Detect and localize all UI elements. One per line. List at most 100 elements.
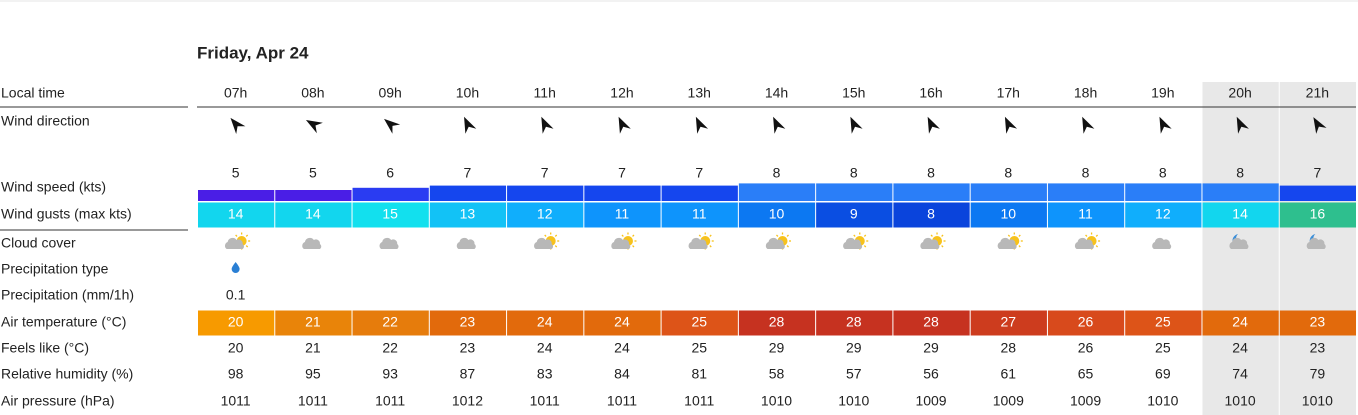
wind-speed-value: 6: [386, 165, 394, 181]
air-temperature-cell: [429, 310, 507, 336]
air-temperature: 23: [460, 314, 476, 330]
pressure: 1011: [221, 393, 251, 409]
feels-like: 25: [1155, 340, 1171, 356]
cloud-icon: [224, 232, 251, 250]
air-temperature-cell: [275, 310, 352, 336]
cloud: [920, 237, 940, 249]
cloud-icon: [765, 232, 791, 250]
air-temperature: 28: [846, 314, 862, 330]
pressure: 1010: [761, 393, 792, 409]
wind-speed-value: 5: [232, 165, 240, 181]
wind-arrow: [850, 116, 863, 134]
cloud: [224, 237, 244, 249]
sun-ray: [621, 234, 624, 237]
wind-arrow: [1236, 116, 1249, 134]
pressure: 1010: [1147, 393, 1178, 409]
humidity: 95: [305, 366, 321, 382]
humidity: 65: [1078, 366, 1094, 382]
row-label: Relative humidity (%): [1, 366, 133, 382]
sun-ray: [245, 234, 249, 237]
wind-speed-value: 8: [1236, 165, 1244, 181]
sun-ray: [930, 234, 933, 237]
pressure: 1011: [298, 393, 328, 409]
wind-speed-value: 7: [464, 165, 472, 181]
feels-like: 23: [460, 340, 476, 356]
wind-gust: 14: [305, 206, 321, 222]
air-temperature: 24: [537, 314, 553, 330]
air-temperature: 24: [1232, 314, 1248, 330]
sun-ray: [941, 234, 944, 237]
cloud-icon: [1074, 232, 1101, 250]
feels-like: 29: [769, 340, 785, 356]
wind-speed-value: 8: [1004, 165, 1012, 181]
sun-ray: [941, 245, 944, 248]
wind-speed-bar: [584, 185, 661, 201]
wind-speed-bar: [1125, 183, 1202, 201]
air-temperature: 27: [1001, 314, 1017, 330]
wind-arrow: [927, 116, 940, 134]
wind-speed-value: 5: [309, 165, 317, 181]
hour-label: 20h: [1228, 85, 1251, 101]
cloud-icon: [688, 232, 714, 250]
hour-label: 19h: [1151, 85, 1174, 101]
hour-label: 08h: [301, 85, 324, 101]
wind-speed-bar: [1202, 183, 1279, 201]
cloud: [843, 237, 863, 249]
air-temperature-cell: [893, 310, 970, 336]
air-temperature-cell: [661, 310, 738, 336]
cloud-icon: [302, 237, 322, 249]
air-temperature-cell: [1279, 310, 1356, 336]
wind-speed-bar: [893, 183, 970, 201]
cloud: [1152, 237, 1172, 249]
cloud: [1074, 237, 1094, 249]
row-label: Wind speed (kts): [1, 179, 106, 195]
cloud-icon: [456, 237, 476, 249]
air-temperature: 28: [923, 314, 939, 330]
wind-speed-value: 7: [618, 165, 626, 181]
hour-label: 13h: [688, 85, 711, 101]
pressure: 1010: [1302, 393, 1333, 409]
wind-gust: 15: [382, 206, 398, 222]
feels-like: 29: [846, 340, 862, 356]
wind-speed-bar: [970, 183, 1047, 201]
pressure: 1011: [684, 393, 714, 409]
humidity: 81: [691, 366, 707, 382]
cloud: [379, 237, 399, 249]
sun-ray: [786, 234, 789, 237]
wind-gust-cell: [893, 202, 970, 228]
wind-gust: 13: [460, 206, 476, 222]
wind-arrow: [464, 116, 477, 134]
cloud: [611, 237, 631, 249]
wind-arrow: [230, 117, 246, 134]
pressure: 1011: [530, 393, 560, 409]
wind-gust: 10: [1001, 206, 1017, 222]
pressure: 1012: [452, 393, 483, 409]
cloud-icon: [1152, 237, 1172, 249]
humidity: 83: [537, 366, 553, 382]
sun-ray: [709, 234, 712, 237]
sun-ray: [245, 245, 249, 248]
cloud-icon: [920, 232, 946, 250]
air-temperature-cell: [738, 310, 816, 336]
feels-like: 26: [1078, 340, 1094, 356]
pressure: 1009: [915, 393, 946, 409]
feels-like: 29: [923, 340, 939, 356]
wind-gust-cell: [429, 202, 507, 228]
air-temperature-cell: [1202, 310, 1279, 336]
wind-gust-cell: [738, 202, 816, 228]
humidity: 84: [614, 366, 630, 382]
row-label: Precipitation (mm/1h): [1, 287, 134, 303]
humidity: 56: [923, 366, 939, 382]
hour-label: 14h: [765, 85, 788, 101]
wind-speed-bar: [1047, 183, 1125, 201]
wind-speed-value: 8: [850, 165, 858, 181]
wind-arrow: [384, 118, 401, 134]
sun-ray: [1085, 234, 1088, 237]
wind-speed-bar: [661, 185, 738, 201]
cloud-icon: [611, 232, 637, 250]
wind-speed-bar: [507, 185, 584, 201]
air-temperature-cell: [1125, 310, 1202, 336]
cloud: [302, 237, 322, 249]
feels-like: 25: [691, 340, 707, 356]
